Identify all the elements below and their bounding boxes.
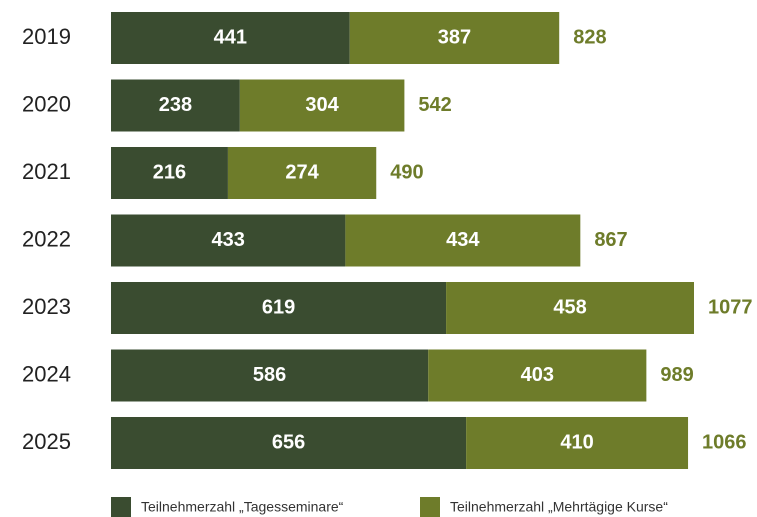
segment-label: 403 — [521, 364, 554, 386]
total-label: 867 — [594, 229, 627, 251]
category-label: 2022 — [22, 226, 71, 251]
category-label: 2024 — [22, 361, 71, 386]
bar-segment — [111, 349, 429, 402]
total-label: 1077 — [708, 296, 753, 318]
segment-label: 619 — [262, 296, 295, 318]
segment-label: 441 — [214, 26, 247, 48]
total-label: 828 — [573, 26, 606, 48]
bar-segment — [111, 214, 346, 267]
total-label: 1066 — [702, 431, 747, 453]
bar-segment — [349, 12, 560, 64]
category-label: 2021 — [22, 159, 71, 184]
segment-label: 458 — [553, 296, 586, 318]
category-label: 2023 — [22, 294, 71, 319]
bar-segment — [345, 214, 581, 267]
segment-label: 238 — [159, 94, 192, 116]
total-label: 490 — [390, 161, 423, 183]
segment-label: 433 — [212, 229, 245, 251]
bar-segment — [428, 349, 647, 402]
total-label: 542 — [418, 94, 451, 116]
bar-segment — [111, 12, 350, 64]
category-label: 2020 — [22, 91, 71, 116]
total-label: 989 — [660, 364, 693, 386]
segment-label: 586 — [253, 364, 286, 386]
bar-segment — [239, 79, 405, 132]
bar-segment — [227, 147, 377, 199]
legend-swatch — [420, 497, 440, 517]
segment-label: 216 — [153, 161, 186, 183]
bar-segment — [111, 79, 240, 132]
bar-segment — [111, 417, 467, 469]
bar-segment — [111, 282, 447, 334]
category-label: 2025 — [22, 429, 71, 454]
legend-label: Teilnehmerzahl „Tagesseminare“ — [141, 499, 344, 515]
bar-segment — [446, 282, 694, 334]
legend-swatch — [111, 497, 131, 517]
segment-label: 434 — [446, 229, 480, 251]
category-label: 2019 — [22, 24, 71, 49]
segment-label: 304 — [305, 94, 339, 116]
bar-segment — [466, 417, 689, 469]
bar-segment — [111, 147, 228, 199]
segment-label: 274 — [285, 161, 319, 183]
segment-label: 410 — [560, 431, 593, 453]
segment-label: 387 — [438, 26, 471, 48]
segment-label: 656 — [272, 431, 305, 453]
legend-label: Teilnehmerzahl „Mehrtägige Kurse“ — [450, 499, 668, 515]
